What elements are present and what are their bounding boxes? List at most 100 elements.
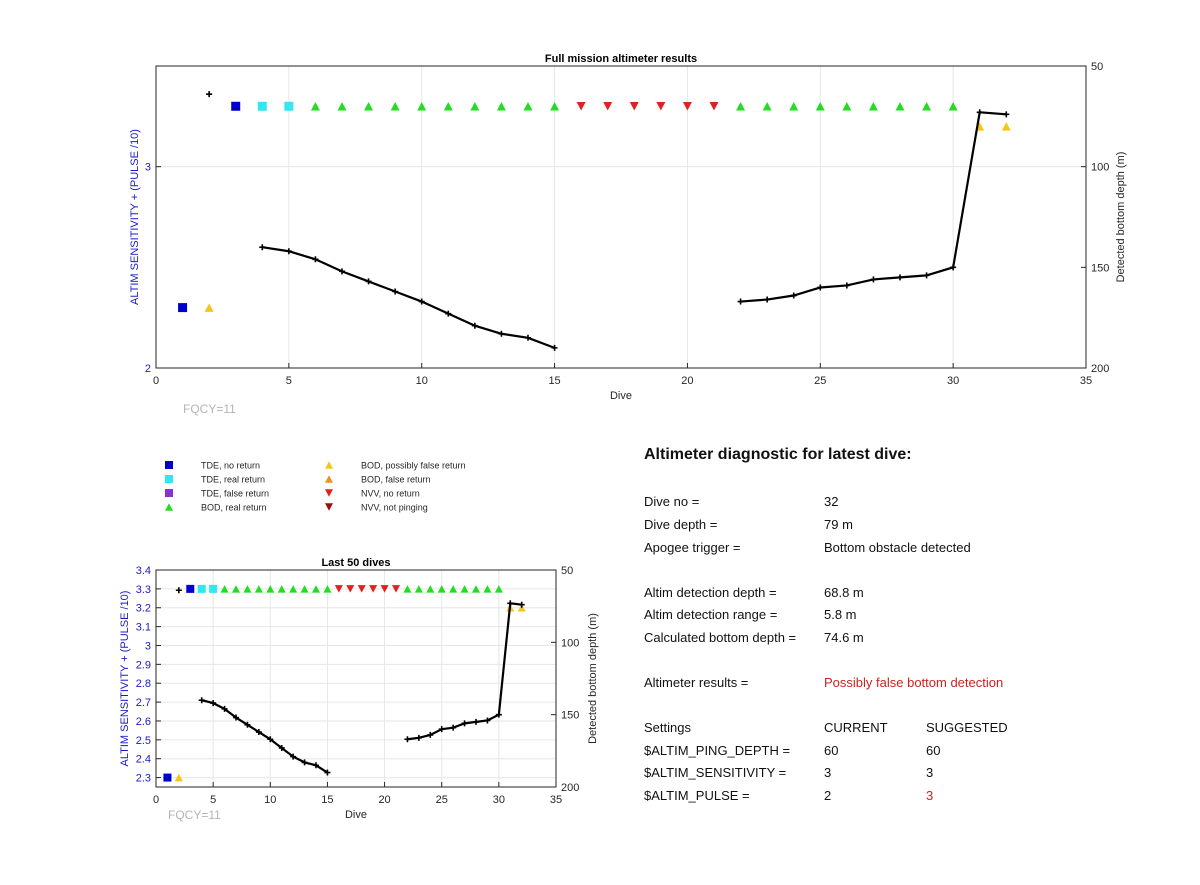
altimeter-results-row: Altimeter results = Possibly false botto… xyxy=(644,675,1064,693)
marker-tde-real-return xyxy=(209,584,218,593)
y-tick-label: 2.3 xyxy=(136,773,151,785)
marker-bod-real-return xyxy=(310,101,320,111)
pulse-row: $ALTIM_PULSE = 2 3 xyxy=(644,788,1064,806)
depth-point xyxy=(923,272,930,279)
depth-point xyxy=(198,697,205,704)
y2-tick-label: 200 xyxy=(1091,363,1109,375)
depth-point xyxy=(525,334,531,341)
legend-marker-tde-real-return xyxy=(165,475,173,483)
pulse-current: 2 xyxy=(824,788,832,803)
depth-point xyxy=(484,717,491,724)
dive-depth-value: 79 m xyxy=(824,517,853,532)
y-tick-label: 3 xyxy=(145,640,151,652)
detection-range-row: Altim detection range = 5.8 m xyxy=(644,607,1064,625)
legend-marker-nvv-not-pinging xyxy=(325,503,333,511)
y-tick-label: 2 xyxy=(145,363,151,375)
x-axis-label: Dive xyxy=(610,390,632,402)
settings-header-row: Settings CURRENT SUGGESTED xyxy=(644,720,1064,738)
depth-point xyxy=(450,724,457,731)
apogee-trigger-value: Bottom obstacle detected xyxy=(824,540,971,555)
x-axis-label: Dive xyxy=(345,809,367,821)
y-tick-label: 2.6 xyxy=(136,716,151,728)
y2-tick-label: 100 xyxy=(561,637,579,649)
sensitivity-row: $ALTIM_SENSITIVITY = 3 3 xyxy=(644,765,1064,783)
y-tick-label: 3.3 xyxy=(136,584,151,596)
marker-tde-real-return xyxy=(257,101,267,111)
y-tick-label: 2.7 xyxy=(136,697,151,709)
marker-nvv-no-return xyxy=(334,585,343,593)
marker-bod-real-return xyxy=(277,585,286,593)
depth-point xyxy=(471,322,478,329)
depth-point xyxy=(313,762,319,769)
y2-tick-label: 200 xyxy=(561,782,579,794)
y-tick-label: 3.1 xyxy=(136,622,151,634)
sensitivity-suggested: 3 xyxy=(926,765,934,780)
marker-nvv-no-return xyxy=(709,101,719,111)
depth-point xyxy=(324,769,331,776)
x-tick-label: 20 xyxy=(378,794,390,806)
marker-bod-real-return xyxy=(460,585,469,593)
marker-bod-real-return xyxy=(762,101,772,111)
marker-nvv-no-return xyxy=(576,101,586,111)
depth-point xyxy=(206,91,213,98)
x-tick-label: 35 xyxy=(1080,375,1092,387)
depth-point xyxy=(843,282,850,289)
legend-label: BOD, false return xyxy=(361,475,431,485)
y2-tick-label: 50 xyxy=(1091,61,1103,73)
x-tick-label: 5 xyxy=(286,375,292,387)
chart-title: Full mission altimeter results xyxy=(545,53,697,65)
x-tick-label: 30 xyxy=(947,375,959,387)
marker-bod-possibly-false-return xyxy=(1001,122,1011,131)
x-tick-label: 0 xyxy=(153,794,159,806)
marker-bod-real-return xyxy=(289,585,298,593)
plot-frame xyxy=(155,65,1087,369)
chart-0: 0 5 10 15 20 25 30 35 2 3 50 100 150 200 Full mission … xyxy=(129,53,1127,416)
marker-nvv-no-return xyxy=(380,585,389,593)
depth-point xyxy=(244,721,251,728)
marker-nvv-no-return xyxy=(357,585,366,593)
legend: TDE, no return TDE, real return TDE, false… xyxy=(165,461,466,513)
marker-bod-real-return xyxy=(417,101,427,111)
legend-marker-bod-false-return xyxy=(325,475,333,483)
x-tick-label: 25 xyxy=(814,375,826,387)
depth-point xyxy=(418,298,425,305)
altimeter-results-label: Altimeter results = xyxy=(644,675,749,690)
y-tick-label: 3 xyxy=(145,162,151,174)
depth-point xyxy=(438,726,445,733)
sensitivity-current: 3 xyxy=(824,765,832,780)
marker-bod-real-return xyxy=(494,585,503,593)
x-tick-label: 35 xyxy=(550,794,562,806)
marker-bod-real-return xyxy=(443,101,453,111)
detection-range-value: 5.8 m xyxy=(824,607,857,622)
depth-point xyxy=(285,248,292,255)
legend-label: TDE, real return xyxy=(201,475,265,485)
dive-depth-row: Dive depth = 79 m xyxy=(644,517,1064,535)
marker-bod-possibly-false-return xyxy=(517,603,526,612)
apogee-trigger-label: Apogee trigger = xyxy=(644,540,741,555)
legend-marker-tde-no-return xyxy=(165,461,173,469)
marker-tde-no-return xyxy=(178,303,188,313)
y-axis-label: ALTIM SENSITIVITY + (PULSE /10) xyxy=(119,591,131,767)
depth-point xyxy=(518,601,525,608)
depth-line xyxy=(740,111,1007,303)
depth-point xyxy=(175,587,182,594)
depth-point xyxy=(461,720,468,727)
legend-label: BOD, possibly false return xyxy=(361,461,466,471)
marker-nvv-no-return xyxy=(682,101,692,111)
ping-depth-suggested: 60 xyxy=(926,743,941,758)
depth-point xyxy=(445,310,452,317)
ping-depth-label: $ALTIM_PING_DEPTH = xyxy=(644,743,791,758)
depth-point xyxy=(790,292,797,299)
legend-label: NVV, no return xyxy=(361,489,420,499)
depth-point xyxy=(551,344,558,351)
depth-point xyxy=(473,718,479,725)
marker-tde-no-return xyxy=(186,584,195,593)
marker-bod-real-return xyxy=(437,585,446,593)
marker-bod-real-return xyxy=(470,101,480,111)
fqcy-annotation: FQCY=11 xyxy=(183,402,236,416)
sensitivity-label: $ALTIM_SENSITIVITY = xyxy=(644,765,787,780)
y2-tick-label: 50 xyxy=(561,565,573,577)
marker-bod-real-return xyxy=(426,585,435,593)
marker-bod-real-return xyxy=(523,101,533,111)
